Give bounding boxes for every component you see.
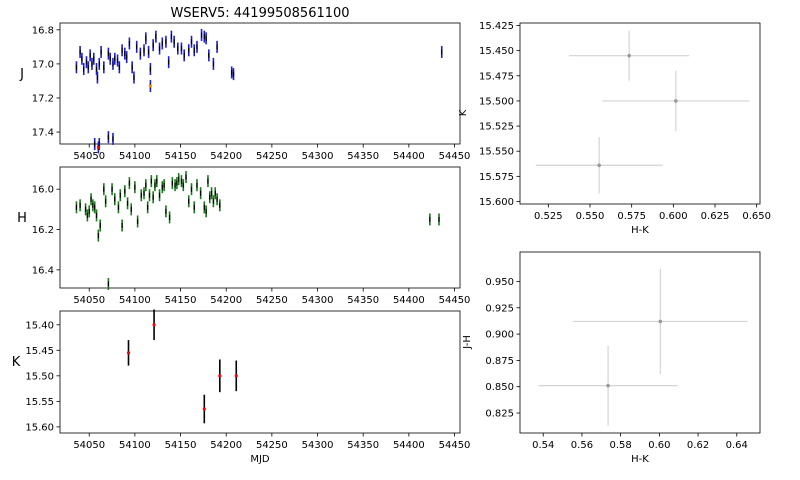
y-tick-label: 16.2 [32,225,54,236]
y-tick-label: 15.450 [479,46,514,57]
y-tick-label: 15.40 [25,320,54,331]
y-tick-label: 15.45 [25,346,54,357]
x-tick-label: 54200 [210,295,242,306]
x-tick-label: 54450 [439,295,471,306]
data-point [218,374,222,378]
x-tick-label: 54150 [165,295,197,306]
x-tick-label: 54050 [73,440,105,451]
x-tick-label: 0.600 [659,211,688,222]
y-tick-label: 16.4 [32,265,54,276]
y-tick-label: 15.55 [25,397,54,408]
x-tick-label: 54300 [302,151,334,162]
x-tick-label: 54250 [256,295,288,306]
y-tick-label: 17.0 [32,59,54,70]
x-tick-label: 54250 [256,151,288,162]
y-axis-label: J [19,67,24,82]
x-tick-label: 0.575 [617,211,646,222]
x-tick-label: 0.525 [534,211,563,222]
x-tick-label: 54400 [393,440,425,451]
j-light-curve-panel: 54050 54100 54150 54200 54250 54300 54350 54400… [19,22,471,162]
y-tick-label: 15.500 [479,96,514,107]
x-tick-label: 54100 [119,440,151,451]
y-tick-label: 15.50 [25,371,54,382]
y-axis-label: J-H [462,335,473,350]
y-axis-label: K [12,355,21,370]
axes-frame [59,166,461,289]
y-tick-label: 15.600 [479,197,514,208]
x-tick-label: 54050 [73,151,105,162]
data-point [597,163,601,168]
x-tick-label: 54150 [165,151,197,162]
x-tick-label: 54200 [210,440,242,451]
y-tick-label: 17.2 [32,93,54,104]
y-tick-label: 15.575 [479,172,514,183]
x-tick-label: 54050 [73,295,105,306]
x-tick-label: 0.56 [571,440,593,451]
axes-frame [59,310,461,434]
data-point [627,53,631,58]
y-tick-label: 0.950 [485,277,514,288]
y-tick-label: 0.875 [485,356,514,367]
data-point [606,383,610,388]
x-tick-label: 0.60 [648,440,670,451]
x-tick-label: 54400 [393,151,425,162]
x-tick-label: 54400 [393,295,425,306]
x-tick-label: 54300 [302,295,334,306]
y-tick-label: 15.425 [479,21,514,32]
x-axis-label: MJD [250,454,270,465]
data-point [674,99,678,103]
y-tick-label: 0.850 [485,382,514,393]
x-tick-label: 0.650 [742,211,771,222]
x-tick-label: 54350 [347,151,379,162]
x-tick-label: 54350 [347,440,379,451]
highlight-point [96,145,100,150]
k-light-curve-panel: 54050 54100 54150 54200 54250 54300 54350 54400… [12,309,471,465]
axes-frame [519,22,761,205]
y-tick-label: 15.550 [479,147,514,158]
x-tick-label: 54150 [165,440,197,451]
x-tick-label: 0.58 [610,440,632,451]
y-axis-label: H [17,211,27,226]
x-tick-label: 54100 [119,295,151,306]
y-tick-label: 17.4 [32,128,54,139]
data-point [234,374,238,378]
y-tick-label: 15.60 [25,422,54,433]
y-tick-label: 0.925 [485,303,514,314]
y-tick-label: 16.0 [32,185,54,196]
y-tick-label: 0.825 [485,409,514,420]
x-tick-label: 54100 [119,151,151,162]
y-tick-label: 15.475 [479,71,514,82]
highlight-point [148,84,153,88]
x-tick-label: 54350 [347,295,379,306]
k-vs-hk-panel: 0.525 0.550 0.575 0.600 0.625 0.650 15.425 15.4… [458,21,771,236]
figure-title: WSERV5: 44199508561100 [170,6,349,21]
y-axis-label: K [458,109,469,116]
x-tick-label: 0.550 [576,211,605,222]
data-point [658,319,663,324]
x-tick-label: 54200 [210,151,242,162]
x-axis-label: H-K [631,225,649,236]
data-point [152,323,156,327]
axes-frame [59,22,461,145]
y-tick-label: 16.8 [32,25,54,36]
data-point [126,351,131,355]
x-tick-label: 54250 [256,440,288,451]
jh-vs-hk-panel: 0.54 0.56 0.58 0.60 0.62 0.64 0.825 0.850 0.875 0… [462,251,761,465]
x-tick-label: 54300 [302,440,334,451]
x-axis-label: H-K [631,454,649,465]
y-tick-label: 15.525 [479,122,514,133]
x-tick-label: 0.62 [687,440,709,451]
axes-frame [519,251,761,434]
y-tick-label: 0.900 [485,330,514,341]
h-light-curve-panel: 54050 54100 54150 54200 54250 54300 54350 54400… [17,166,471,306]
data-point [202,407,206,411]
x-tick-label: 0.64 [726,440,748,451]
x-tick-label: 0.625 [701,211,730,222]
x-tick-label: 54450 [439,440,471,451]
x-tick-label: 0.54 [532,440,554,451]
x-tick-label: 54450 [439,151,471,162]
